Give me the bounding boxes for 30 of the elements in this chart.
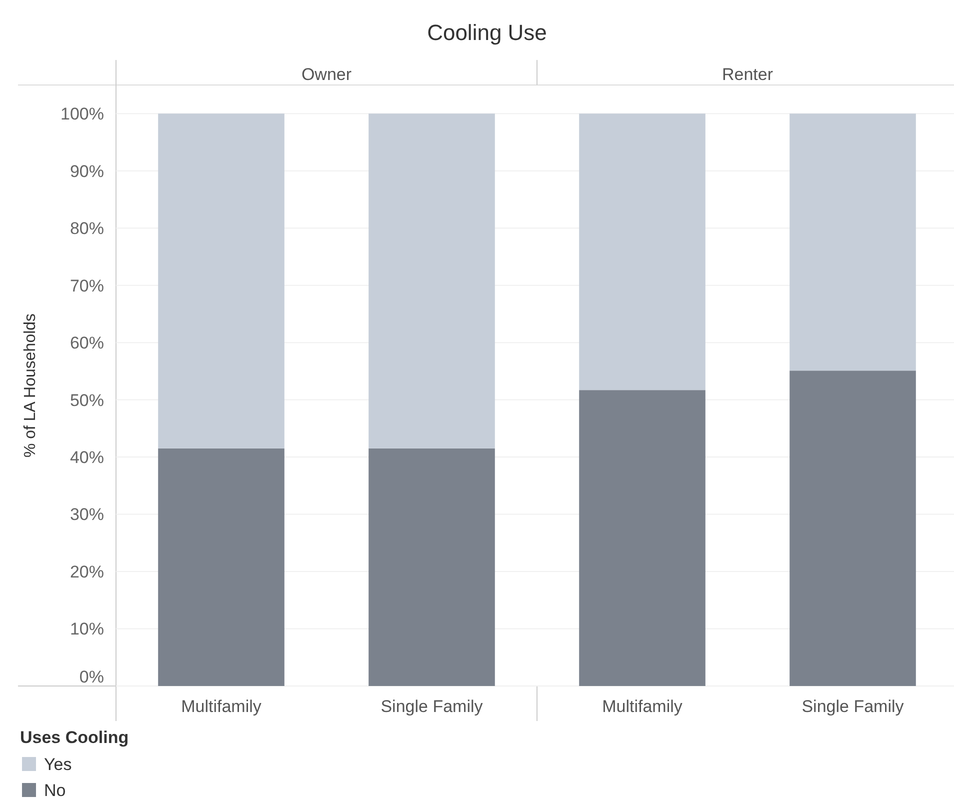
- bar: [790, 370, 916, 686]
- y-tick-label: 0%: [79, 668, 104, 687]
- x-tick-label: Single Family: [802, 697, 904, 716]
- y-tick-label: 80%: [70, 219, 104, 238]
- bar: [579, 114, 706, 390]
- bar: [579, 390, 706, 686]
- y-tick-label: 10%: [70, 620, 104, 639]
- y-axis-title: % of LA Households: [22, 313, 39, 458]
- y-tick-label: 40%: [70, 448, 104, 467]
- y-tick-label: 90%: [70, 162, 104, 181]
- text: Owner: [301, 65, 352, 84]
- y-tick-label: 100%: [60, 104, 104, 124]
- y-tick-label: 60%: [70, 334, 104, 353]
- bar: [368, 448, 495, 686]
- y-tick-label: 70%: [70, 276, 104, 296]
- y-tick-label: 30%: [70, 505, 104, 524]
- legend-label: No: [44, 781, 66, 800]
- legend-label: Yes: [44, 755, 72, 774]
- x-tick-label: Multifamily: [602, 697, 683, 716]
- bar: [158, 448, 284, 686]
- x-tick-label: Multifamily: [181, 697, 262, 716]
- bar: [158, 114, 284, 448]
- bar: [368, 114, 495, 448]
- text: Renter: [722, 65, 774, 84]
- y-tick-label: 20%: [70, 562, 104, 582]
- legend-title: Uses Cooling: [20, 728, 129, 747]
- bar: [790, 114, 916, 371]
- chart-title: Cooling Use: [427, 20, 547, 45]
- y-tick-label: 50%: [70, 390, 104, 410]
- x-tick-label: Single Family: [380, 697, 484, 716]
